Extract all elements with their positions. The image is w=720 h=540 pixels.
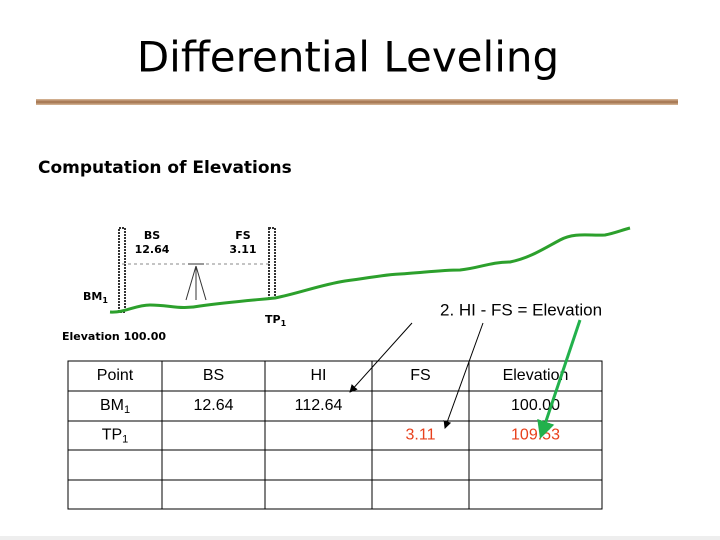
bm-sub: 1 <box>102 296 108 305</box>
cell-sub: 1 <box>124 404 130 416</box>
header-cell: Elevation <box>503 367 569 384</box>
arrow <box>537 319 582 439</box>
bs-reading: 12.64 <box>135 243 170 256</box>
cell-sub: 1 <box>122 433 128 445</box>
header-cell: HI <box>311 367 327 384</box>
table-cell: 109.53 <box>511 427 560 444</box>
table-cell: BM1 <box>100 397 130 416</box>
leveling-diagram <box>109 226 631 314</box>
tp-base: TP <box>265 313 281 326</box>
table-grid <box>67 360 603 510</box>
header-cell: BS <box>203 367 224 384</box>
title: Differential Leveling <box>137 33 559 82</box>
fs-reading: 3.11 <box>229 243 256 256</box>
bs-label: BS <box>144 229 160 242</box>
table-cell: 12.64 <box>193 397 233 414</box>
table-cell: 3.11 <box>406 427 436 444</box>
table-cell: 112.64 <box>295 397 343 414</box>
bm-elevation: Elevation 100.00 <box>62 330 166 343</box>
annotation: 2. HI - FS = Elevation <box>440 300 602 319</box>
subtitle: Computation of Elevations <box>38 158 292 178</box>
header-cell: Point <box>97 367 134 384</box>
fs-label: FS <box>235 229 251 242</box>
cell-base: TP <box>102 427 122 444</box>
tp-sub: 1 <box>281 319 287 328</box>
bm-label: BM1 <box>83 290 108 305</box>
footer-band <box>0 536 720 540</box>
cell-base: BM <box>100 397 124 414</box>
arrow <box>349 322 413 393</box>
bm-base: BM <box>83 290 102 303</box>
table-cell: 100.00 <box>511 397 560 414</box>
header-cell: FS <box>410 367 430 384</box>
tp-label: TP1 <box>265 313 287 328</box>
arrow <box>443 322 484 429</box>
title-rule <box>36 99 678 105</box>
table-cell: TP1 <box>102 427 129 446</box>
